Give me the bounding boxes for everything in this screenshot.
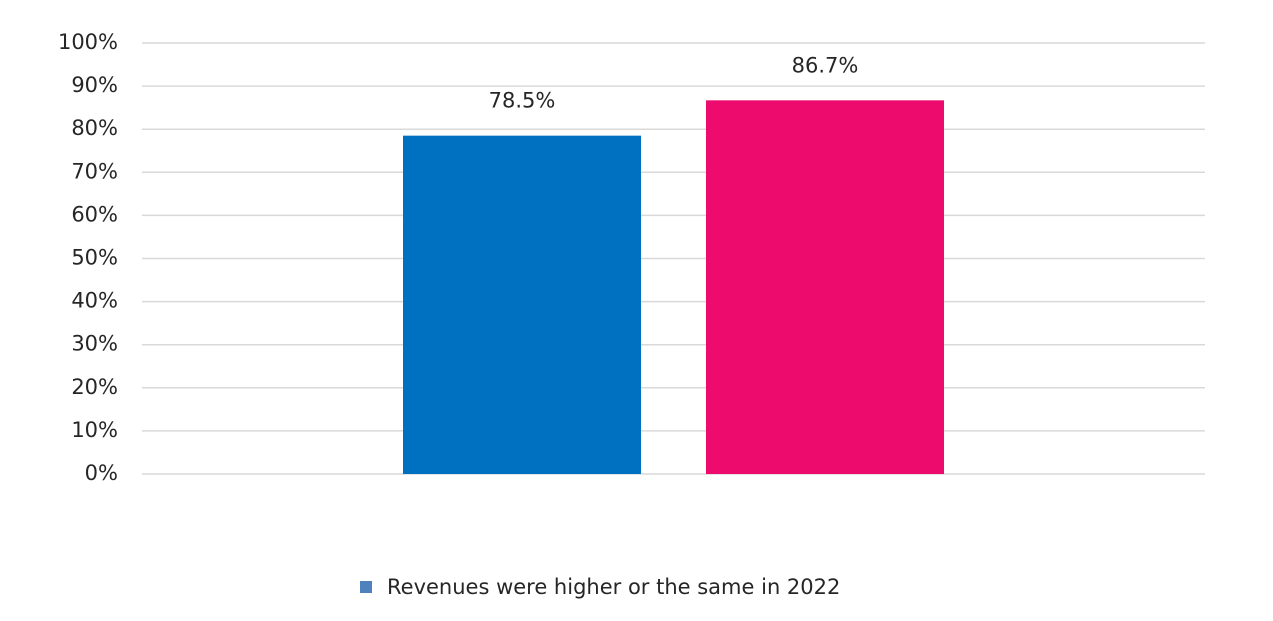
y-tick-label: 20%	[71, 375, 118, 399]
data-label: 78.5%	[489, 89, 556, 113]
y-tick-label: 40%	[71, 289, 118, 313]
y-tick-label: 50%	[71, 246, 118, 270]
y-tick-label: 0%	[85, 461, 118, 485]
data-label: 86.7%	[792, 53, 859, 77]
bar	[706, 100, 944, 474]
y-tick-label: 60%	[71, 202, 118, 226]
y-tick-label: 100%	[58, 30, 118, 54]
y-tick-label: 30%	[71, 332, 118, 356]
y-tick-label: 90%	[71, 73, 118, 97]
y-tick-label: 10%	[71, 418, 118, 442]
legend-marker	[360, 581, 372, 593]
legend-label: Revenues were higher or the same in 2022	[387, 575, 840, 599]
y-tick-label: 80%	[71, 116, 118, 140]
y-tick-label: 70%	[71, 159, 118, 183]
bar	[403, 135, 641, 475]
